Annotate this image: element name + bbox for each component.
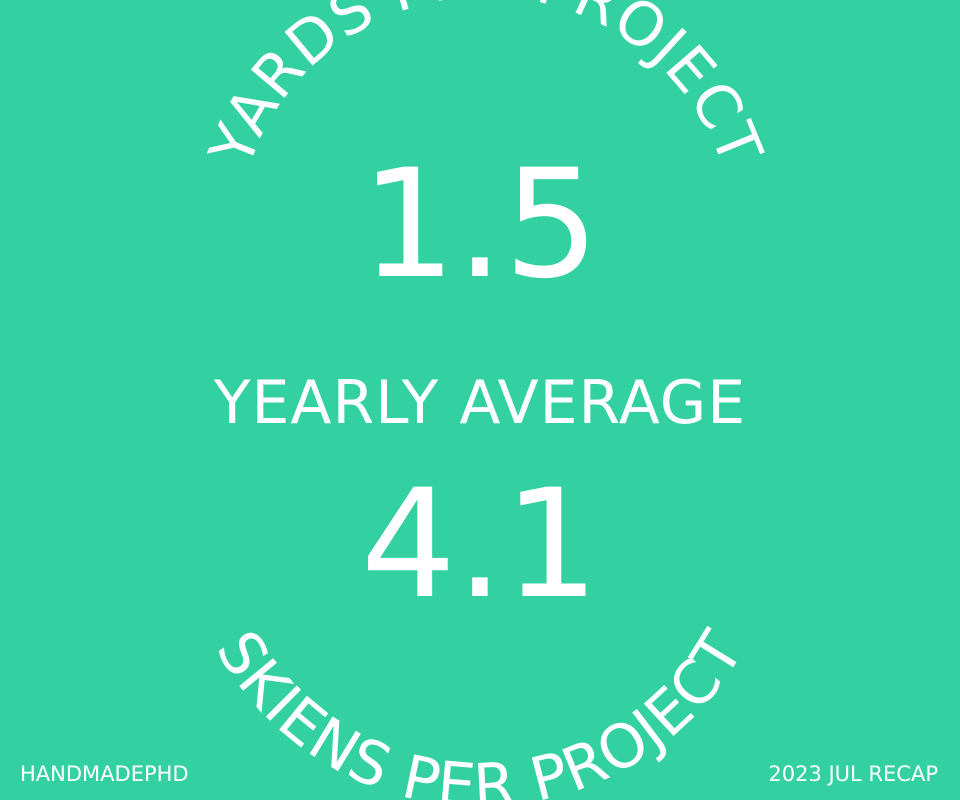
bottom-arc-label-path: SKIENS PER PROJECT: [202, 619, 757, 800]
recap-label: 2023 JUL RECAP: [768, 762, 938, 786]
yearly-average-label: YEARLY AVERAGE: [213, 368, 747, 438]
brand-label: HANDMADEPHD: [20, 762, 189, 786]
skeins-per-project-value: 4.1: [360, 458, 600, 632]
yards-per-project-value: 1.5: [360, 138, 600, 312]
bottom-arc-label: SKIENS PER PROJECT: [202, 619, 758, 800]
